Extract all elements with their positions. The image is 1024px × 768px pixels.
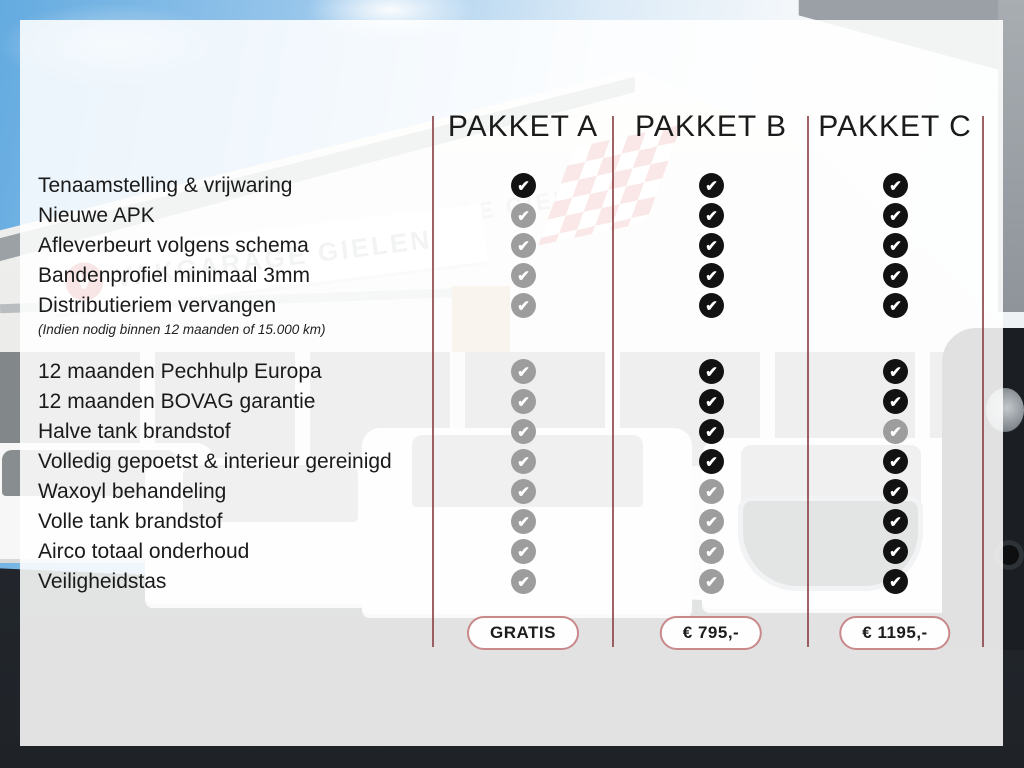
check-included-icon: ✔ — [699, 203, 724, 228]
feature-label: 12 maanden BOVAG garantie — [38, 390, 316, 413]
feature-row: Nieuwe APK ✔ ✔ ✔ — [38, 201, 983, 231]
feature-row: Waxoyl behandeling ✔ ✔ ✔ — [38, 477, 983, 507]
check-included-icon: ✔ — [699, 419, 724, 444]
check-included-icon: ✔ — [699, 263, 724, 288]
column-divider — [432, 116, 434, 647]
column-divider — [612, 116, 614, 647]
price-button-pakket-b[interactable]: € 795,- — [659, 616, 763, 650]
feature-row: Volledig gepoetst & interieur gereinigd … — [38, 447, 983, 477]
price-button-pakket-a[interactable]: GRATIS — [467, 616, 579, 650]
check-included-icon: ✔ — [699, 233, 724, 258]
column-divider — [807, 116, 809, 647]
feature-table-body: Tenaamstelling & vrijwaring ✔ ✔ ✔ Nieuwe… — [38, 171, 983, 597]
check-included-icon: ✔ — [699, 293, 724, 318]
check-excluded-icon: ✔ — [511, 449, 536, 474]
column-header-pakket-b: PAKKET B — [635, 110, 787, 143]
feature-label: Volle tank brandstof — [38, 510, 223, 533]
column-header-pakket-c: PAKKET C — [818, 110, 972, 143]
feature-label: Afleverbeurt volgens schema — [38, 234, 309, 257]
check-excluded-icon: ✔ — [511, 479, 536, 504]
check-included-icon: ✔ — [883, 263, 908, 288]
feature-group: 12 maanden Pechhulp Europa ✔ ✔ ✔ 12 maan… — [38, 357, 983, 597]
check-excluded-icon: ✔ — [511, 233, 536, 258]
feature-label: Volledig gepoetst & interieur gereinigd — [38, 450, 392, 473]
feature-row: Tenaamstelling & vrijwaring ✔ ✔ ✔ — [38, 171, 983, 201]
feature-note: (Indien nodig binnen 12 maanden of 15.00… — [38, 322, 326, 337]
check-excluded-icon: ✔ — [699, 539, 724, 564]
feature-label: Distributieriem vervangen — [38, 294, 277, 317]
column-divider — [982, 116, 984, 647]
check-included-icon: ✔ — [511, 173, 536, 198]
check-excluded-icon: ✔ — [699, 509, 724, 534]
check-excluded-icon: ✔ — [511, 539, 536, 564]
feature-row: Veiligheidstas ✔ ✔ ✔ — [38, 567, 983, 597]
feature-label: Airco totaal onderhoud — [38, 540, 250, 563]
column-header-pakket-a: PAKKET A — [447, 110, 599, 143]
check-excluded-icon: ✔ — [511, 419, 536, 444]
check-included-icon: ✔ — [883, 509, 908, 534]
check-included-icon: ✔ — [883, 293, 908, 318]
feature-label: Bandenprofiel minimaal 3mm — [38, 264, 310, 287]
check-excluded-icon: ✔ — [883, 419, 908, 444]
check-included-icon: ✔ — [883, 539, 908, 564]
check-included-icon: ✔ — [883, 203, 908, 228]
feature-label: Nieuwe APK — [38, 204, 155, 227]
check-excluded-icon: ✔ — [699, 479, 724, 504]
feature-row: Airco totaal onderhoud ✔ ✔ ✔ — [38, 537, 983, 567]
check-excluded-icon: ✔ — [699, 569, 724, 594]
feature-row: Volle tank brandstof ✔ ✔ ✔ — [38, 507, 983, 537]
check-excluded-icon: ✔ — [511, 509, 536, 534]
check-included-icon: ✔ — [883, 389, 908, 414]
check-included-icon: ✔ — [883, 173, 908, 198]
check-included-icon: ✔ — [699, 449, 724, 474]
feature-label: Waxoyl behandeling — [38, 480, 227, 503]
check-excluded-icon: ✔ — [511, 389, 536, 414]
check-excluded-icon: ✔ — [511, 263, 536, 288]
check-excluded-icon: ✔ — [511, 359, 536, 384]
check-included-icon: ✔ — [699, 173, 724, 198]
check-included-icon: ✔ — [883, 569, 908, 594]
check-included-icon: ✔ — [699, 359, 724, 384]
feature-label: Tenaamstelling & vrijwaring — [38, 174, 293, 197]
feature-row: 12 maanden Pechhulp Europa ✔ ✔ ✔ — [38, 357, 983, 387]
check-included-icon: ✔ — [699, 389, 724, 414]
feature-label: 12 maanden Pechhulp Europa — [38, 360, 322, 383]
check-included-icon: ✔ — [883, 359, 908, 384]
feature-row: Afleverbeurt volgens schema ✔ ✔ ✔ — [38, 231, 983, 261]
check-excluded-icon: ✔ — [511, 569, 536, 594]
feature-row: 12 maanden BOVAG garantie ✔ ✔ ✔ — [38, 387, 983, 417]
feature-label: Halve tank brandstof — [38, 420, 231, 443]
feature-row: Halve tank brandstof ✔ ✔ ✔ — [38, 417, 983, 447]
feature-row: Bandenprofiel minimaal 3mm ✔ ✔ ✔ — [38, 261, 983, 291]
check-included-icon: ✔ — [883, 449, 908, 474]
feature-row: Distributieriem vervangen (Indien nodig … — [38, 291, 983, 343]
check-excluded-icon: ✔ — [511, 203, 536, 228]
feature-group: Tenaamstelling & vrijwaring ✔ ✔ ✔ Nieuwe… — [38, 171, 983, 343]
check-excluded-icon: ✔ — [511, 293, 536, 318]
feature-label: Veiligheidstas — [38, 570, 167, 593]
check-included-icon: ✔ — [883, 479, 908, 504]
check-included-icon: ✔ — [883, 233, 908, 258]
price-button-pakket-c[interactable]: € 1195,- — [839, 616, 951, 650]
